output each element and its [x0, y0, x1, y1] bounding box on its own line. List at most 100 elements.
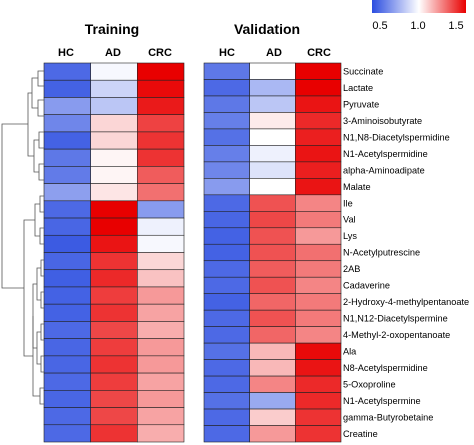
- training-cell-r15-c1: [90, 321, 138, 339]
- validation-cell-r15-c0: [203, 309, 250, 327]
- validation-cell-r17-c0: [203, 342, 250, 360]
- training-cell-r21-c2: [137, 424, 185, 443]
- validation-cell-r18-c0: [203, 359, 250, 377]
- validation-cell-r16-c0: [203, 326, 250, 344]
- validation-cell-r3-c1: [249, 112, 296, 130]
- training-cell-r13-c0: [43, 286, 91, 305]
- validation-cell-r7-c2: [295, 178, 342, 196]
- training-cell-r6-c1: [90, 166, 138, 184]
- training-cell-r10-c2: [137, 234, 185, 253]
- validation-cell-r6-c2: [295, 161, 342, 179]
- training-cell-r10-c0: [43, 234, 91, 253]
- training-cell-r3-c2: [137, 114, 185, 133]
- training-title: Training: [85, 21, 139, 37]
- training-cell-r16-c0: [43, 338, 91, 357]
- training-cell-r15-c0: [43, 321, 91, 339]
- row-label-9: Val: [343, 215, 356, 225]
- validation-cell-r22-c1: [249, 425, 296, 443]
- validation-cell-r21-c1: [249, 408, 296, 426]
- training-cell-r6-c0: [43, 166, 91, 184]
- training-cell-r0-c0: [43, 62, 91, 81]
- row-label-22: Creatine: [343, 429, 378, 439]
- training-cell-r1-c1: [90, 79, 138, 98]
- training-cell-r8-c2: [137, 200, 185, 219]
- row-label-18: N8-Acetylspermidine: [343, 363, 428, 373]
- row-label-14: 2-Hydroxy-4-methylpentanoate: [343, 297, 469, 307]
- validation-cell-r11-c0: [203, 243, 250, 262]
- validation-col-ad: AD: [266, 47, 282, 59]
- training-cell-r18-c0: [43, 372, 91, 391]
- validation-cell-r15-c1: [249, 309, 296, 327]
- color-bar-tick-low: 0.5: [372, 20, 387, 32]
- training-cell-r20-c1: [90, 407, 138, 426]
- validation-cell-r22-c0: [203, 425, 250, 443]
- validation-cell-r10-c2: [295, 227, 342, 245]
- row-label-19: 5-Oxoproline: [343, 380, 396, 390]
- training-cell-r0-c2: [137, 62, 185, 81]
- validation-cell-r19-c0: [203, 375, 250, 393]
- color-bar-tick-high: 1.5: [448, 20, 463, 32]
- validation-col-hc: HC: [219, 47, 235, 59]
- validation-cell-r0-c0: [203, 62, 250, 80]
- validation-cell-r16-c1: [249, 326, 296, 344]
- row-label-17: Ala: [343, 347, 357, 357]
- row-label-7: Malate: [343, 182, 371, 192]
- training-cell-r19-c2: [137, 390, 185, 408]
- row-label-11: N-Acetylputrescine: [343, 248, 420, 258]
- validation-cell-r7-c1: [249, 178, 296, 196]
- training-cell-r9-c2: [137, 217, 185, 236]
- validation-cell-r8-c0: [203, 194, 250, 212]
- training-cell-r14-c0: [43, 303, 91, 322]
- training-cell-r9-c0: [43, 217, 91, 236]
- validation-cell-r9-c2: [295, 211, 342, 229]
- validation-cell-r7-c0: [203, 178, 250, 196]
- validation-cell-r11-c2: [295, 243, 342, 262]
- training-cell-r4-c1: [90, 131, 138, 150]
- row-label-8: Ile: [343, 198, 353, 208]
- validation-cell-r13-c2: [295, 276, 342, 295]
- validation-cell-r11-c1: [249, 243, 296, 262]
- row-label-5: N1-Acetylspermidine: [343, 149, 428, 159]
- training-cell-r7-c1: [90, 183, 138, 202]
- row-label-10: Lys: [343, 231, 357, 241]
- row-label-1: Lactate: [343, 83, 373, 93]
- validation-cell-r6-c0: [203, 161, 250, 179]
- validation-cell-r12-c2: [295, 260, 342, 278]
- validation-cell-r21-c0: [203, 408, 250, 426]
- validation-cell-r0-c1: [249, 62, 296, 80]
- training-cell-r11-c2: [137, 252, 185, 271]
- training-cell-r18-c1: [90, 372, 138, 391]
- validation-cell-r4-c2: [295, 128, 342, 146]
- validation-cell-r19-c1: [249, 375, 296, 393]
- validation-cell-r0-c2: [295, 62, 342, 80]
- validation-cell-r5-c2: [295, 145, 342, 163]
- training-cell-r5-c1: [90, 148, 138, 167]
- training-cell-r2-c1: [90, 97, 138, 115]
- training-cell-r12-c0: [43, 269, 91, 288]
- training-cell-r2-c2: [137, 97, 185, 115]
- validation-cell-r14-c1: [249, 293, 296, 311]
- training-cell-r11-c0: [43, 252, 91, 271]
- row-dendrogram: [1, 70, 44, 405]
- training-cell-r15-c2: [137, 321, 185, 339]
- validation-cell-r14-c0: [203, 293, 250, 311]
- validation-cell-r9-c0: [203, 211, 250, 229]
- training-col-hc: HC: [58, 47, 74, 59]
- training-cell-r17-c2: [137, 355, 185, 374]
- training-cell-r19-c0: [43, 390, 91, 408]
- row-label-12: 2AB: [343, 264, 360, 274]
- validation-cell-r20-c1: [249, 392, 296, 410]
- row-label-2: Pyruvate: [343, 99, 379, 109]
- row-label-4: N1,N8-Diacetylspermidine: [343, 132, 450, 142]
- validation-cell-r2-c0: [203, 95, 250, 113]
- validation-cell-r2-c1: [249, 95, 296, 113]
- validation-cell-r1-c1: [249, 79, 296, 97]
- validation-col-crc: CRC: [307, 47, 331, 59]
- training-cell-r14-c2: [137, 303, 185, 322]
- validation-cell-r5-c0: [203, 145, 250, 163]
- training-cell-r1-c0: [43, 79, 91, 98]
- training-cell-r8-c1: [90, 200, 138, 219]
- training-cell-r21-c0: [43, 424, 91, 443]
- training-cell-r1-c2: [137, 79, 185, 98]
